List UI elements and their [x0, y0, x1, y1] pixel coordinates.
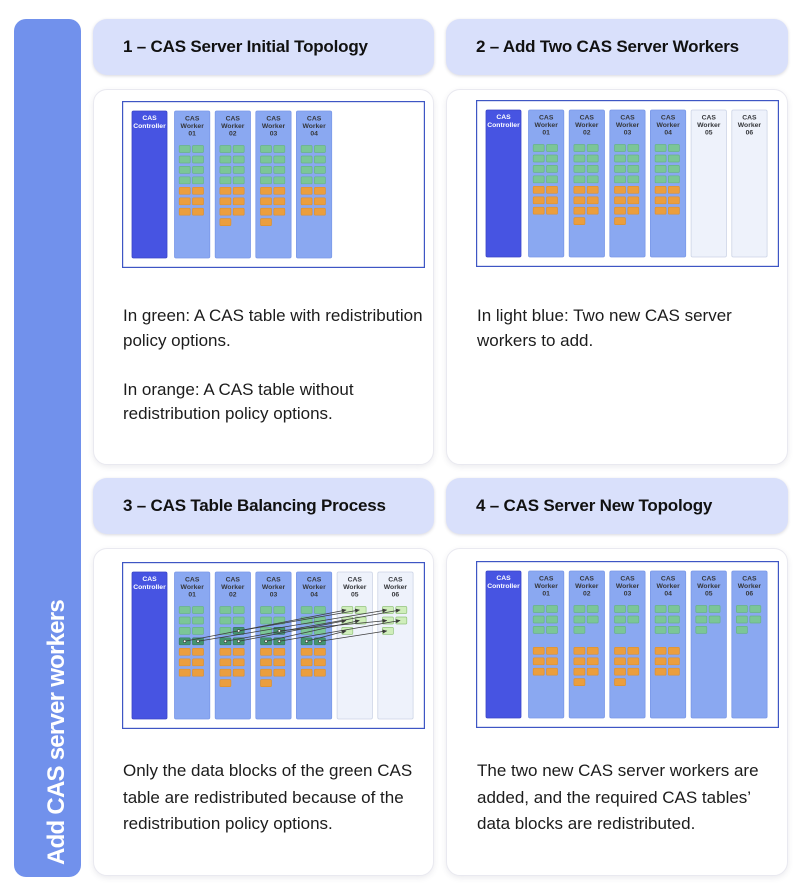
svg-text:CAS: CAS [620, 576, 635, 583]
svg-text:02: 02 [583, 130, 591, 137]
svg-text:Worker: Worker [384, 584, 408, 591]
svg-text:05: 05 [351, 592, 359, 599]
svg-text:03: 03 [270, 592, 278, 599]
svg-text:Worker: Worker [616, 583, 640, 590]
svg-text:CAS: CAS [539, 576, 554, 583]
svg-text:06: 06 [746, 130, 754, 137]
svg-text:03: 03 [624, 591, 632, 598]
svg-text:02: 02 [229, 592, 237, 599]
svg-text:CAS: CAS [348, 577, 363, 584]
svg-text:Worker: Worker [221, 584, 245, 591]
svg-text:Worker: Worker [656, 583, 680, 590]
svg-text:Worker: Worker [181, 584, 205, 591]
svg-text:Worker: Worker [343, 584, 367, 591]
svg-text:CAS: CAS [496, 114, 511, 121]
svg-text:Worker: Worker [575, 583, 599, 590]
svg-text:04: 04 [310, 131, 318, 138]
svg-text:CAS: CAS [226, 116, 241, 123]
svg-text:04: 04 [664, 591, 672, 598]
svg-text:CAS: CAS [307, 577, 322, 584]
svg-text:02: 02 [583, 591, 591, 598]
svg-text:Worker: Worker [262, 123, 286, 130]
svg-text:Worker: Worker [697, 122, 721, 129]
svg-text:Controller: Controller [487, 122, 520, 129]
svg-text:05: 05 [705, 130, 713, 137]
svg-text:Worker: Worker [575, 122, 599, 129]
svg-text:CAS: CAS [185, 577, 200, 584]
svg-text:Worker: Worker [656, 122, 680, 129]
svg-text:Worker: Worker [221, 123, 245, 130]
svg-text:CAS: CAS [539, 115, 554, 122]
svg-text:CAS: CAS [742, 576, 757, 583]
svg-text:CAS: CAS [702, 115, 717, 122]
svg-text:Worker: Worker [616, 122, 640, 129]
svg-text:CAS: CAS [661, 576, 676, 583]
svg-text:06: 06 [746, 591, 754, 598]
svg-text:CAS: CAS [580, 115, 595, 122]
svg-text:CAS: CAS [620, 115, 635, 122]
svg-text:01: 01 [188, 592, 196, 599]
svg-text:Controller: Controller [133, 584, 166, 591]
svg-text:01: 01 [188, 131, 196, 138]
svg-text:03: 03 [270, 131, 278, 138]
svg-text:Worker: Worker [738, 583, 762, 590]
svg-text:05: 05 [705, 591, 713, 598]
svg-text:CAS: CAS [307, 116, 322, 123]
svg-text:Worker: Worker [738, 122, 762, 129]
svg-text:CAS: CAS [580, 576, 595, 583]
svg-text:Worker: Worker [535, 583, 559, 590]
svg-text:04: 04 [664, 130, 672, 137]
svg-text:CAS: CAS [142, 115, 157, 122]
svg-text:CAS: CAS [142, 576, 157, 583]
svg-text:06: 06 [392, 592, 400, 599]
svg-text:01: 01 [542, 591, 550, 598]
svg-text:Worker: Worker [535, 122, 559, 129]
svg-text:CAS: CAS [266, 577, 281, 584]
svg-text:Worker: Worker [302, 584, 326, 591]
svg-text:CAS: CAS [185, 116, 200, 123]
svg-text:Worker: Worker [302, 123, 326, 130]
svg-text:Controller: Controller [133, 123, 166, 130]
svg-text:Worker: Worker [697, 583, 721, 590]
svg-text:03: 03 [624, 130, 632, 137]
svg-text:01: 01 [542, 130, 550, 137]
svg-text:Worker: Worker [181, 123, 205, 130]
svg-text:CAS: CAS [226, 577, 241, 584]
svg-text:02: 02 [229, 131, 237, 138]
svg-text:CAS: CAS [661, 115, 676, 122]
svg-text:CAS: CAS [496, 575, 511, 582]
svg-text:CAS: CAS [702, 576, 717, 583]
svg-text:04: 04 [310, 592, 318, 599]
svg-text:Worker: Worker [262, 584, 286, 591]
svg-text:CAS: CAS [742, 115, 757, 122]
svg-text:CAS: CAS [388, 577, 403, 584]
svg-text:CAS: CAS [266, 116, 281, 123]
svg-text:Controller: Controller [487, 583, 520, 590]
